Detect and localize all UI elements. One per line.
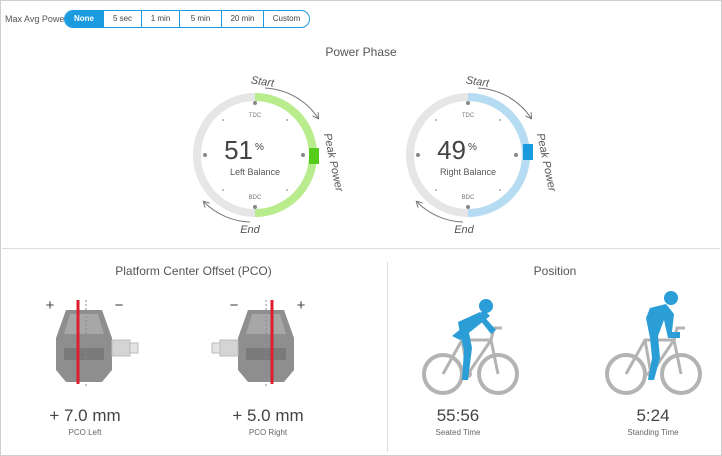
- left-pco-minus-sign: −: [115, 297, 124, 314]
- option-5-min[interactable]: 5 min: [179, 11, 221, 27]
- right-peak-power-marker: [523, 144, 533, 160]
- standing-rider-icon: [605, 291, 702, 395]
- left-tdc-dot: [253, 101, 257, 105]
- section-divider: [2, 248, 720, 249]
- left-peak-power-marker: [309, 148, 319, 164]
- pco-right-value: + 5.0 mm: [232, 406, 304, 425]
- standing-time-value: 5:24: [636, 406, 670, 425]
- seated-time-label: Seated Time: [435, 428, 481, 437]
- pco-pedals: + − − +: [46, 297, 306, 388]
- column-divider: [387, 262, 388, 452]
- right-3oclock-dot: [514, 153, 518, 157]
- right-balance-label: Right Balance: [440, 167, 496, 177]
- right-pco-plus-sign: +: [297, 297, 306, 314]
- left-9oclock-dot: [203, 153, 207, 157]
- power-phase-title: Power Phase: [325, 45, 397, 59]
- left-start-label: Start: [250, 74, 276, 89]
- pco-left-value: + 7.0 mm: [49, 406, 121, 425]
- right-pco-minus-sign: −: [230, 297, 239, 314]
- right-power-phase-dial: Start End Peak Power TDC BDC 49 % Right …: [406, 74, 558, 236]
- option-custom[interactable]: Custom: [263, 11, 309, 27]
- option-20-min[interactable]: 20 min: [221, 11, 263, 27]
- pco-title: Platform Center Offset (PCO): [115, 264, 272, 278]
- max-avg-power-label: Max Avg Power: [5, 14, 68, 24]
- right-tdc-label: TDC: [462, 113, 475, 119]
- left-bdc-label: BDC: [249, 195, 262, 201]
- seated-rider-icon: [422, 299, 519, 395]
- left-rotation-arrow-top: [264, 87, 318, 118]
- left-bdc-dot: [253, 205, 257, 209]
- right-peak-power-label: Peak Power: [534, 132, 558, 194]
- left-percent-sign: %: [255, 142, 264, 153]
- pco-left-label: PCO Left: [68, 428, 102, 437]
- option-5-sec[interactable]: 5 sec: [103, 11, 141, 27]
- right-tdc-dot: [466, 101, 470, 105]
- left-peak-power-label: Peak Power: [321, 132, 345, 194]
- left-tdc-label: TDC: [249, 113, 262, 119]
- seated-time-value: 55:56: [436, 406, 480, 425]
- right-percent-sign: %: [468, 142, 477, 153]
- position-title: Position: [533, 264, 577, 278]
- left-rotation-arrow-bottom: [204, 202, 251, 223]
- standing-time-label: Standing Time: [627, 428, 679, 437]
- right-bdc-label: BDC: [462, 195, 475, 201]
- right-pedal-illustration: − +: [211, 297, 306, 388]
- pco-right-label: PCO Right: [248, 428, 288, 437]
- right-end-label: End: [454, 224, 474, 236]
- right-rotation-arrow-bottom: [417, 202, 464, 223]
- right-9oclock-dot: [416, 153, 420, 157]
- right-rotation-arrow-top: [477, 87, 531, 118]
- left-pco-plus-sign: +: [46, 297, 55, 314]
- left-pedal-illustration: + −: [46, 297, 139, 388]
- left-balance-label: Left Balance: [230, 167, 280, 177]
- left-end-label: End: [240, 224, 260, 236]
- option-1-min[interactable]: 1 min: [141, 11, 179, 27]
- left-balance-value: 51: [224, 135, 253, 165]
- right-start-label: Start: [465, 74, 491, 89]
- right-bdc-dot: [466, 205, 470, 209]
- option-none[interactable]: None: [65, 11, 103, 27]
- position-riders: [422, 291, 702, 395]
- right-balance-value: 49: [437, 135, 466, 165]
- max-avg-power-selector: None 5 sec 1 min 5 min 20 min Custom: [64, 10, 310, 28]
- left-3oclock-dot: [301, 153, 305, 157]
- left-power-phase-dial: Start End Peak Power TDC BDC 51 % Left B…: [193, 74, 345, 236]
